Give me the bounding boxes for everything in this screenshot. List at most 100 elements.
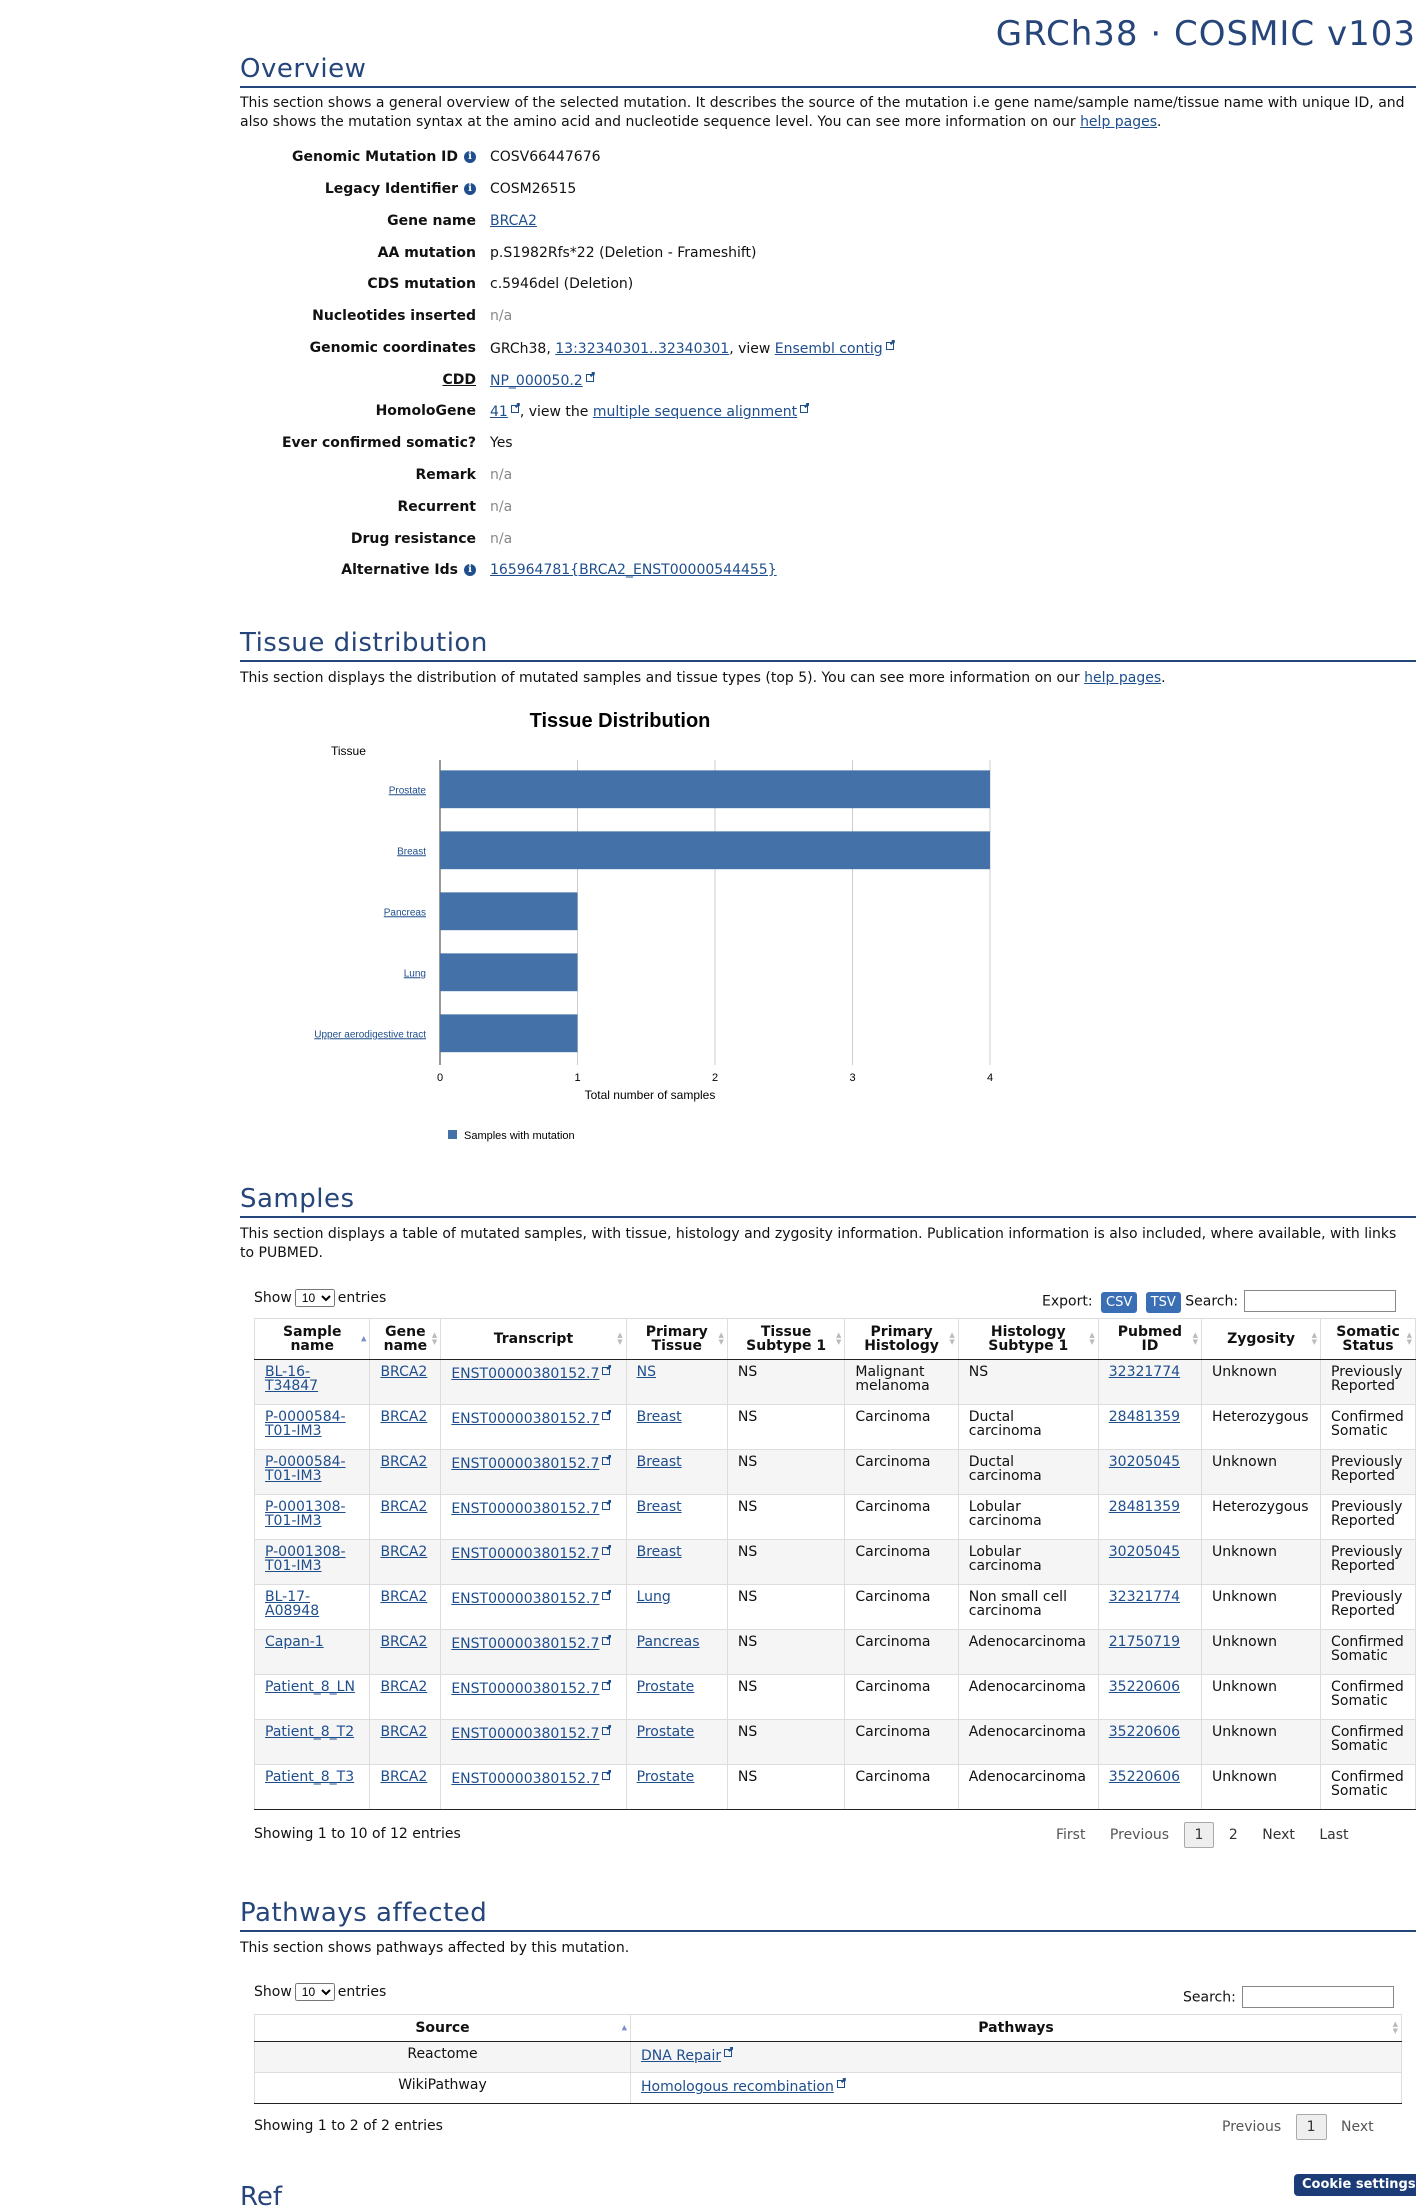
pubmed-link[interactable]: 28481359	[1108, 1499, 1181, 1515]
pubmed-link[interactable]: 32321774	[1108, 1589, 1181, 1605]
pathway-link[interactable]: DNA Repair	[641, 2048, 722, 2064]
column-pubmed-id[interactable]: Pubmed ID ▲ ▼	[1097, 1318, 1202, 1360]
pager-first[interactable]: First	[1056, 1827, 1086, 1843]
sample-link[interactable]: P-0000584- T01-IM3	[265, 1454, 346, 1484]
external-link-icon	[602, 1545, 611, 1555]
tissue-label-link[interactable]: Upper aerodigestive tract	[314, 1029, 426, 1040]
gene-link[interactable]: BRCA2	[380, 1364, 428, 1380]
tissue-label-link[interactable]: Breast	[397, 846, 426, 857]
samples-heading: Samples	[240, 1184, 1416, 1218]
gene-link[interactable]: BRCA2	[380, 1544, 428, 1560]
sample-link[interactable]: P-0001308- T01-IM3	[265, 1499, 346, 1529]
gene-link[interactable]: BRCA2	[380, 1634, 428, 1650]
sample-link[interactable]: P-0001308- T01-IM3	[265, 1544, 346, 1574]
sample-link[interactable]: P-0000584- T01-IM3	[265, 1409, 346, 1439]
pubmed-link[interactable]: 35220606	[1108, 1679, 1181, 1695]
column-histology-subtype-1[interactable]: Histology Subtype 1 ▲ ▼	[957, 1318, 1099, 1360]
homologene-link[interactable]: 41	[490, 404, 508, 420]
gene-link[interactable]: BRCA2	[380, 1679, 428, 1695]
column-primary-tissue[interactable]: Primary Tissue ▲ ▼	[625, 1318, 728, 1360]
gene-link[interactable]: BRCA2	[380, 1769, 428, 1785]
tissue-link[interactable]: Breast	[636, 1544, 682, 1560]
cookie-settings-button[interactable]: Cookie settings	[1294, 2174, 1416, 2196]
pathway-link[interactable]: Homologous recombination	[641, 2079, 834, 2095]
samples-search-input[interactable]	[1244, 1290, 1397, 1312]
tissue-label-link[interactable]: Prostate	[389, 785, 427, 796]
gene-link[interactable]: BRCA2	[380, 1454, 428, 1470]
samples-page-length-select[interactable]: 10	[294, 1289, 335, 1307]
export-csv-button[interactable]: CSV	[1101, 1291, 1138, 1313]
pager-previous[interactable]: Previous	[1222, 2119, 1282, 2135]
column-sample-name[interactable]: Sample name ▲	[253, 1318, 370, 1360]
sample-link[interactable]: Patient_8_T2	[265, 1724, 355, 1740]
transcript-link[interactable]: ENST00000380152.7	[451, 1636, 600, 1652]
info-icon[interactable]: i	[464, 183, 476, 195]
ensembl-contig-link[interactable]: Ensembl contig	[774, 341, 883, 357]
column-gene-name[interactable]: Gene name ▲ ▼	[369, 1318, 441, 1360]
info-icon[interactable]: i	[464, 151, 476, 163]
info-icon[interactable]: i	[464, 564, 476, 576]
pager-next[interactable]: Next	[1262, 1827, 1295, 1843]
tissue-link[interactable]: Prostate	[636, 1724, 695, 1740]
pager-previous[interactable]: Previous	[1109, 1827, 1170, 1843]
pubmed-link[interactable]: 32321774	[1108, 1364, 1181, 1380]
transcript-link[interactable]: ENST00000380152.7	[451, 1591, 600, 1607]
gene-link[interactable]: BRCA2	[380, 1724, 428, 1740]
column-tissue-subtype-1[interactable]: Tissue Subtype 1 ▲ ▼	[726, 1318, 845, 1360]
transcript-link[interactable]: ENST00000380152.7	[451, 1501, 600, 1517]
tissue-link[interactable]: Breast	[636, 1409, 682, 1425]
sample-link[interactable]: BL-16- T34847	[265, 1364, 319, 1394]
transcript-link[interactable]: ENST00000380152.7	[451, 1771, 600, 1787]
alternative-ids-link[interactable]: 165964781{BRCA2_ENST00000544455}	[490, 562, 777, 578]
pager-next[interactable]: Next	[1341, 2119, 1374, 2135]
pubmed-link[interactable]: 35220606	[1108, 1769, 1181, 1785]
column-source[interactable]: Source ▲	[254, 2014, 631, 2042]
pager-last[interactable]: Last	[1319, 1827, 1349, 1843]
pager-page-1[interactable]: 1	[1295, 2114, 1327, 2140]
pubmed-link[interactable]: 28481359	[1108, 1409, 1181, 1425]
sequence-alignment-link[interactable]: multiple sequence alignment	[592, 404, 798, 420]
pubmed-link[interactable]: 35220606	[1108, 1724, 1181, 1740]
pubmed-link[interactable]: 30205045	[1108, 1454, 1181, 1470]
transcript-link[interactable]: ENST00000380152.7	[451, 1726, 600, 1742]
pager-page-2[interactable]: 2	[1228, 1827, 1238, 1843]
gene-link[interactable]: BRCA2	[380, 1499, 428, 1515]
gene-link[interactable]: BRCA2	[380, 1409, 428, 1425]
export-tsv-button[interactable]: TSV	[1145, 1291, 1181, 1313]
pubmed-link[interactable]: 30205045	[1108, 1544, 1181, 1560]
transcript-link[interactable]: ENST00000380152.7	[451, 1366, 600, 1382]
pathways-search-input[interactable]	[1241, 1986, 1394, 2008]
column-pathways[interactable]: Pathways ▲ ▼	[630, 2014, 1402, 2042]
gene-link[interactable]: BRCA2	[380, 1589, 428, 1605]
transcript-link[interactable]: ENST00000380152.7	[451, 1411, 600, 1427]
tissue-link[interactable]: Breast	[636, 1454, 682, 1470]
tissue-help-link[interactable]: help pages	[1084, 670, 1162, 686]
pager-page-1[interactable]: 1	[1183, 1822, 1215, 1848]
column-transcript[interactable]: Transcript ▲ ▼	[440, 1318, 627, 1360]
column-somatic-status[interactable]: Somatic Status ▲ ▼	[1320, 1318, 1416, 1360]
pathways-page-length-select[interactable]: 10	[294, 1983, 335, 2001]
transcript-link[interactable]: ENST00000380152.7	[451, 1546, 600, 1562]
coordinates-link[interactable]: 13:32340301..32340301	[555, 341, 730, 357]
sample-link[interactable]: Patient_8_T3	[265, 1769, 355, 1785]
sample-link[interactable]: Patient_8_LN	[265, 1679, 355, 1695]
column-primary-histology[interactable]: Primary Histology ▲ ▼	[844, 1318, 959, 1360]
cdd-link[interactable]: NP_000050.2	[490, 373, 583, 389]
tissue-link[interactable]: Prostate	[636, 1679, 695, 1695]
gene-name-link[interactable]: BRCA2	[490, 213, 537, 229]
tissue-label-link[interactable]: Lung	[404, 968, 426, 979]
tissue-link[interactable]: NS	[636, 1364, 656, 1380]
tissue-link[interactable]: Breast	[636, 1499, 682, 1515]
pubmed-link[interactable]: 21750719	[1108, 1634, 1181, 1650]
sample-link[interactable]: Capan-1	[265, 1634, 324, 1650]
entries-label: entries	[337, 1290, 387, 1306]
transcript-link[interactable]: ENST00000380152.7	[451, 1456, 600, 1472]
sample-link[interactable]: BL-17- A08948	[265, 1589, 320, 1619]
tissue-label-link[interactable]: Pancreas	[384, 907, 426, 918]
tissue-link[interactable]: Pancreas	[636, 1634, 700, 1650]
tissue-link[interactable]: Prostate	[636, 1769, 695, 1785]
column-zygosity[interactable]: Zygosity ▲ ▼	[1201, 1318, 1321, 1360]
overview-help-link[interactable]: help pages	[1080, 114, 1158, 130]
transcript-link[interactable]: ENST00000380152.7	[451, 1681, 600, 1697]
tissue-link[interactable]: Lung	[636, 1589, 671, 1605]
